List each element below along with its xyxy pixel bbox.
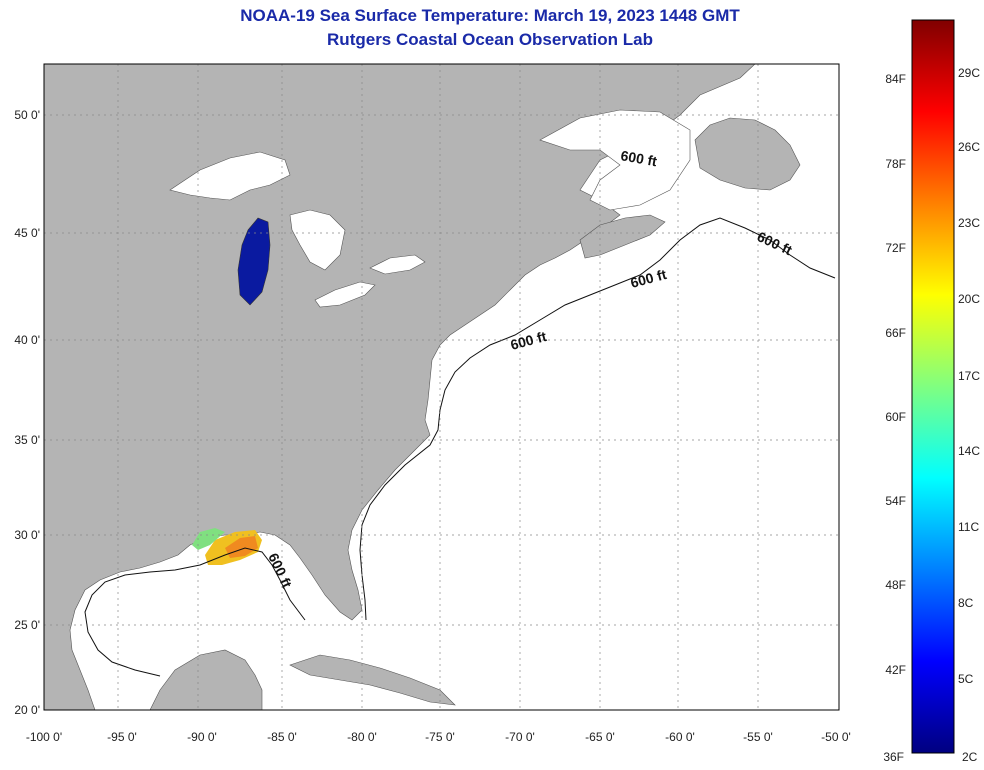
water-gulf-st-lawrence (539, 109, 691, 211)
colorbar-c-label: 11C (958, 520, 979, 534)
land-nova-scotia (579, 214, 666, 259)
land-newfoundland (694, 117, 801, 191)
lake-michigan (237, 217, 271, 306)
sst-patch-coastal-green (192, 528, 225, 550)
land-cuba (289, 654, 456, 706)
lake-superior (169, 151, 291, 201)
colorbar-celsius-labels: 29C 26C 23C 20C 17C 14C 11C 8C 5C 2C (958, 66, 980, 764)
colorbar-f-label: 36F (883, 750, 904, 764)
lat-tick-label: 50 0' (14, 108, 40, 122)
lon-tick-label: -95 0' (107, 730, 137, 744)
lake-erie (314, 281, 376, 308)
lon-tick-label: -70 0' (505, 730, 535, 744)
lake-huron (289, 209, 346, 271)
lon-tick-label: -100 0' (26, 730, 62, 744)
colorbar-c-label: 26C (958, 140, 980, 154)
colorbar-c-label: 8C (958, 596, 974, 610)
lat-tick-label: 35 0' (14, 433, 40, 447)
colorbar-c-label: 23C (958, 216, 980, 230)
lat-tick-label: 20 0' (14, 703, 40, 717)
map-frame (43, 63, 840, 711)
lon-tick-label: -90 0' (187, 730, 217, 744)
lat-tick-label: 45 0' (14, 226, 40, 240)
colorbar-f-label: 66F (885, 326, 906, 340)
colorbar-f-label: 42F (885, 663, 906, 677)
colorbar-c-label: 29C (958, 66, 980, 80)
colorbar-c-label: 17C (958, 369, 980, 383)
lat-axis: 50 0' 45 0' 40 0' 35 0' 30 0' 25 0' 20 0… (14, 108, 40, 717)
colorbar-c-label: 14C (958, 444, 980, 458)
lon-tick-label: -85 0' (267, 730, 297, 744)
lon-tick-label: -75 0' (425, 730, 455, 744)
colorbar-fahrenheit-labels: 84F 78F 72F 66F 60F 54F 48F 42F 36F (883, 72, 906, 764)
lat-tick-label: 25 0' (14, 618, 40, 632)
depth-contour-600ft (84, 217, 836, 677)
lake-ontario (369, 254, 426, 275)
colorbar-f-label: 60F (885, 410, 906, 424)
colorbar (911, 19, 955, 754)
colorbar-c-label: 2C (962, 750, 978, 764)
land-yucatan (149, 649, 263, 710)
lon-tick-label: -55 0' (743, 730, 773, 744)
colorbar-f-label: 84F (885, 72, 906, 86)
lon-tick-label: -80 0' (347, 730, 377, 744)
map-subtitle: Rutgers Coastal Ocean Observation Lab (327, 30, 653, 49)
colorbar-f-label: 48F (885, 578, 906, 592)
colorbar-c-label: 5C (958, 672, 974, 686)
colorbar-c-label: 20C (958, 292, 980, 306)
map-title: NOAA-19 Sea Surface Temperature: March 1… (240, 6, 740, 25)
lat-tick-label: 30 0' (14, 528, 40, 542)
colorbar-f-label: 54F (885, 494, 906, 508)
lon-tick-label: -60 0' (665, 730, 695, 744)
lon-tick-label: -65 0' (585, 730, 615, 744)
colorbar-f-label: 78F (885, 157, 906, 171)
lon-axis: -100 0' -95 0' -90 0' -85 0' -80 0' -75 … (26, 730, 851, 744)
contour-label: 600 ft (619, 147, 658, 169)
lon-tick-label: -50 0' (821, 730, 851, 744)
graticule (44, 64, 839, 710)
colorbar-f-label: 72F (885, 241, 906, 255)
lat-tick-label: 40 0' (14, 333, 40, 347)
